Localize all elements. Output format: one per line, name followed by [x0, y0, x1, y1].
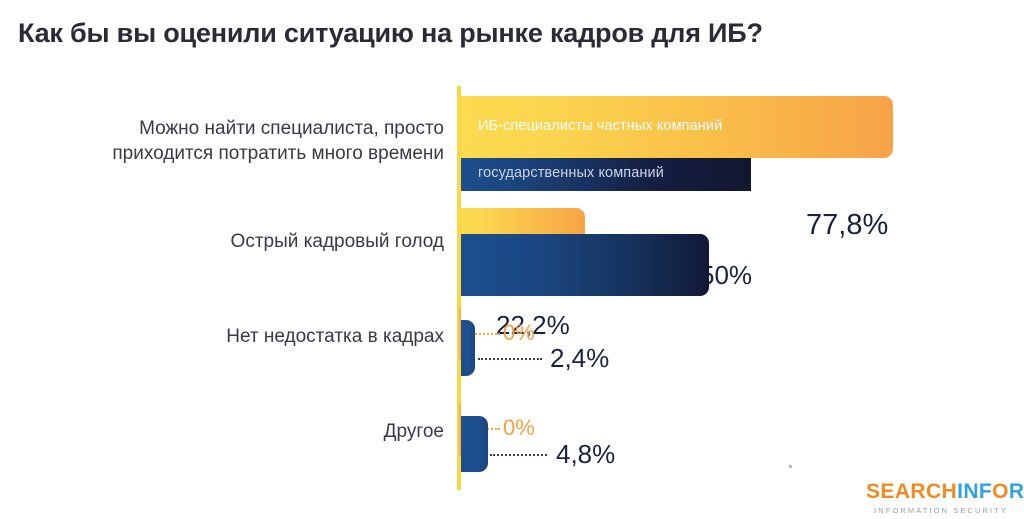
logo-text-search: SEARCH [866, 480, 958, 503]
logo-text-rm: RM [1008, 480, 1024, 503]
category-label-1-line2: приходится потратить много времени [112, 143, 444, 165]
chart-plot-area: Можно найти специалиста, просто приходит… [0, 86, 1024, 496]
bar-state-1[interactable] [461, 158, 751, 191]
category-label-1: Можно найти специалиста, просто приходит… [64, 116, 444, 167]
bar-state-3[interactable] [461, 320, 475, 376]
logo-tagline: INFORMATION SECURITY [874, 506, 1008, 515]
category-label-3: Нет недостатка в кадрах [226, 326, 444, 347]
leader-line-state-3 [478, 358, 542, 360]
bar-state-2[interactable] [461, 234, 709, 296]
value-state-3: 2,4% [550, 343, 610, 373]
leader-line-state-4 [490, 454, 547, 456]
logo-text-inf: INF [957, 480, 993, 503]
bar-private-3[interactable] [457, 308, 461, 360]
value-private-3: 0% [503, 320, 535, 345]
bar-state-4[interactable] [461, 416, 488, 472]
logo-text-o: O [992, 480, 1009, 503]
searchinform-logo: SEARCHINFORM INFORMATION SECURITY [866, 480, 1024, 515]
category-label-1-line1: Можно найти специалиста, просто [139, 118, 444, 139]
category-axis-line [457, 86, 461, 490]
category-label-2: Острый кадровый голод [230, 231, 444, 252]
bar-private-1[interactable] [461, 96, 893, 158]
series-label-state: государственных компаний [478, 165, 664, 181]
series-label-private: ИБ-специалисты частных компаний [478, 118, 723, 134]
value-private-2: 22,2% [496, 310, 570, 340]
value-state-2: 42,9% [614, 339, 697, 371]
value-private-4: 0% [503, 415, 535, 440]
value-state-4: 4,8% [556, 439, 616, 469]
stray-dot-artifact [789, 465, 792, 468]
value-private-1: 77,8% [806, 209, 889, 241]
category-label-4: Другое [383, 421, 444, 442]
leader-line-private-3 [468, 333, 500, 335]
logo-wordmark: SEARCHINFORM [866, 480, 1024, 503]
bar-private-4[interactable] [457, 404, 461, 456]
page-title: Как бы вы оценили ситуацию на рынке кадр… [18, 18, 763, 48]
